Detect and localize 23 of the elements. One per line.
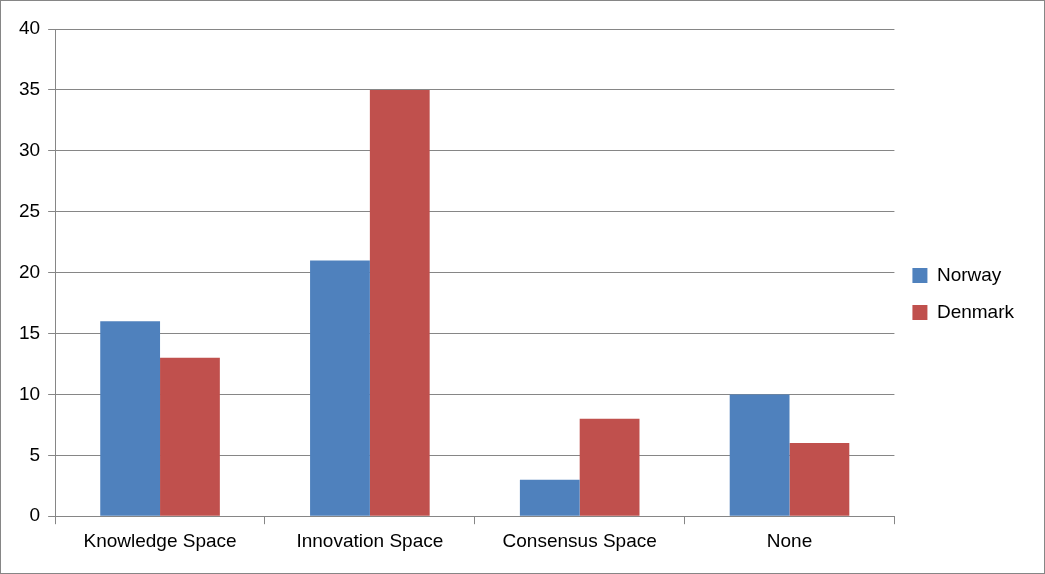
y-tick-label: 15 (18, 321, 41, 343)
x-tick-label: None (766, 529, 813, 551)
bar (519, 479, 580, 516)
bar (310, 260, 370, 516)
bar (100, 321, 161, 516)
y-tick-label: 35 (18, 78, 41, 100)
x-tick-label: Innovation Space (296, 529, 444, 551)
bar (369, 89, 430, 516)
x-tick-label: Knowledge Space (83, 529, 237, 551)
bar (579, 418, 640, 516)
legend-label: Norway (936, 263, 1002, 285)
y-tick-label: 25 (18, 199, 41, 221)
bar (160, 357, 220, 516)
legend-label: Denmark (936, 300, 1015, 322)
y-tick-label: 20 (18, 260, 41, 282)
y-tick-label: 5 (29, 443, 41, 465)
y-tick-label: 10 (18, 382, 41, 404)
y-tick-label: 30 (18, 139, 41, 161)
y-tick-label: 40 (18, 17, 41, 39)
bar (729, 394, 790, 516)
x-tick-label: Consensus Space (502, 529, 657, 551)
bar (789, 443, 850, 516)
y-tick-label: 0 (29, 504, 41, 526)
